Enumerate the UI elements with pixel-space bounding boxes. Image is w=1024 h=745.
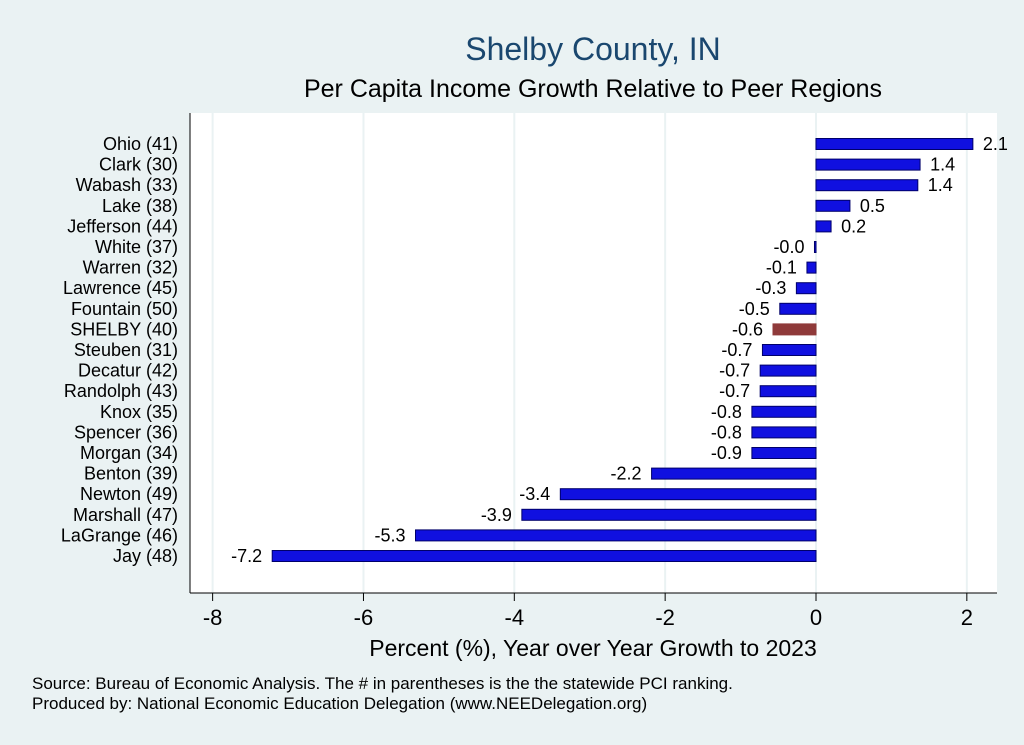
- value-label: 1.4: [930, 155, 955, 175]
- value-label: -7.2: [231, 546, 262, 566]
- x-tick-label: 0: [810, 605, 822, 630]
- category-label: Ohio (41): [103, 134, 178, 154]
- category-label: White (37): [95, 237, 178, 257]
- value-label: -0.3: [755, 278, 786, 298]
- category-label: LaGrange (46): [61, 525, 178, 545]
- category-label: Fountain (50): [71, 299, 178, 319]
- bar: [806, 261, 817, 274]
- x-tick-label: -2: [655, 605, 675, 630]
- bar: [521, 508, 817, 521]
- x-tick-label: -6: [354, 605, 374, 630]
- bar: [751, 405, 817, 418]
- bar: [415, 529, 817, 542]
- category-label: SHELBY (40): [70, 319, 178, 339]
- value-label: -0.7: [719, 381, 750, 401]
- value-label: -0.6: [732, 319, 763, 339]
- category-label: Knox (35): [100, 402, 178, 422]
- bar: [751, 426, 817, 439]
- category-label: Newton (49): [80, 484, 178, 504]
- value-label: -0.1: [766, 258, 797, 278]
- bar: [761, 344, 817, 356]
- bar: [751, 447, 817, 459]
- value-label: 1.4: [928, 175, 953, 195]
- bar: [759, 385, 817, 398]
- value-label: 0.2: [841, 216, 866, 236]
- value-label: -5.3: [374, 525, 405, 545]
- x-tick-label: 2: [961, 605, 973, 630]
- value-label: -0.7: [719, 361, 750, 381]
- category-label: Wabash (33): [76, 175, 178, 195]
- value-label: -0.5: [739, 299, 770, 319]
- bar: [815, 199, 851, 212]
- bar: [815, 158, 921, 171]
- category-label: Spencer (36): [74, 422, 178, 442]
- produced-by-note: Produced by: National Economic Education…: [32, 694, 647, 713]
- bar: [559, 488, 817, 501]
- category-label: Warren (32): [83, 258, 178, 278]
- value-label: -0.8: [711, 422, 742, 442]
- bar: [271, 550, 817, 562]
- bar: [651, 467, 817, 480]
- category-label: Lawrence (45): [63, 278, 178, 298]
- category-label: Steuben (31): [74, 340, 178, 360]
- x-axis-title: Percent (%), Year over Year Growth to 20…: [369, 635, 817, 661]
- bar: [815, 138, 974, 150]
- chart-subtitle: Per Capita Income Growth Relative to Pee…: [304, 75, 882, 103]
- chart-title: Shelby County, IN: [465, 31, 721, 67]
- value-label: -2.2: [611, 464, 642, 484]
- value-label: -3.9: [481, 505, 512, 525]
- category-label: Marshall (47): [73, 505, 178, 525]
- x-tick-label: -4: [505, 605, 525, 630]
- bar: [795, 282, 817, 295]
- bar: [813, 241, 817, 253]
- category-label: Decatur (42): [78, 361, 178, 381]
- x-tick-label: -8: [203, 605, 223, 630]
- category-label: Jay (48): [113, 546, 178, 566]
- bar: [759, 364, 817, 377]
- category-label: Benton (39): [84, 464, 178, 484]
- value-label: 0.5: [860, 196, 885, 216]
- bar: [779, 302, 817, 315]
- category-label: Morgan (34): [80, 443, 178, 463]
- value-label: -0.7: [721, 340, 752, 360]
- category-label: Lake (38): [102, 196, 178, 216]
- bar: [815, 179, 919, 192]
- value-label: -0.8: [711, 402, 742, 422]
- value-label: -0.0: [773, 237, 804, 257]
- source-note: Source: Bureau of Economic Analysis. The…: [32, 674, 733, 693]
- category-label: Randolph (43): [64, 381, 178, 401]
- value-label: -3.4: [519, 484, 550, 504]
- value-label: -0.9: [711, 443, 742, 463]
- bar-highlight: [772, 323, 817, 336]
- value-label: 2.1: [983, 134, 1008, 154]
- category-label: Jefferson (44): [67, 216, 178, 236]
- category-label: Clark (30): [99, 155, 178, 175]
- bar: [815, 220, 832, 233]
